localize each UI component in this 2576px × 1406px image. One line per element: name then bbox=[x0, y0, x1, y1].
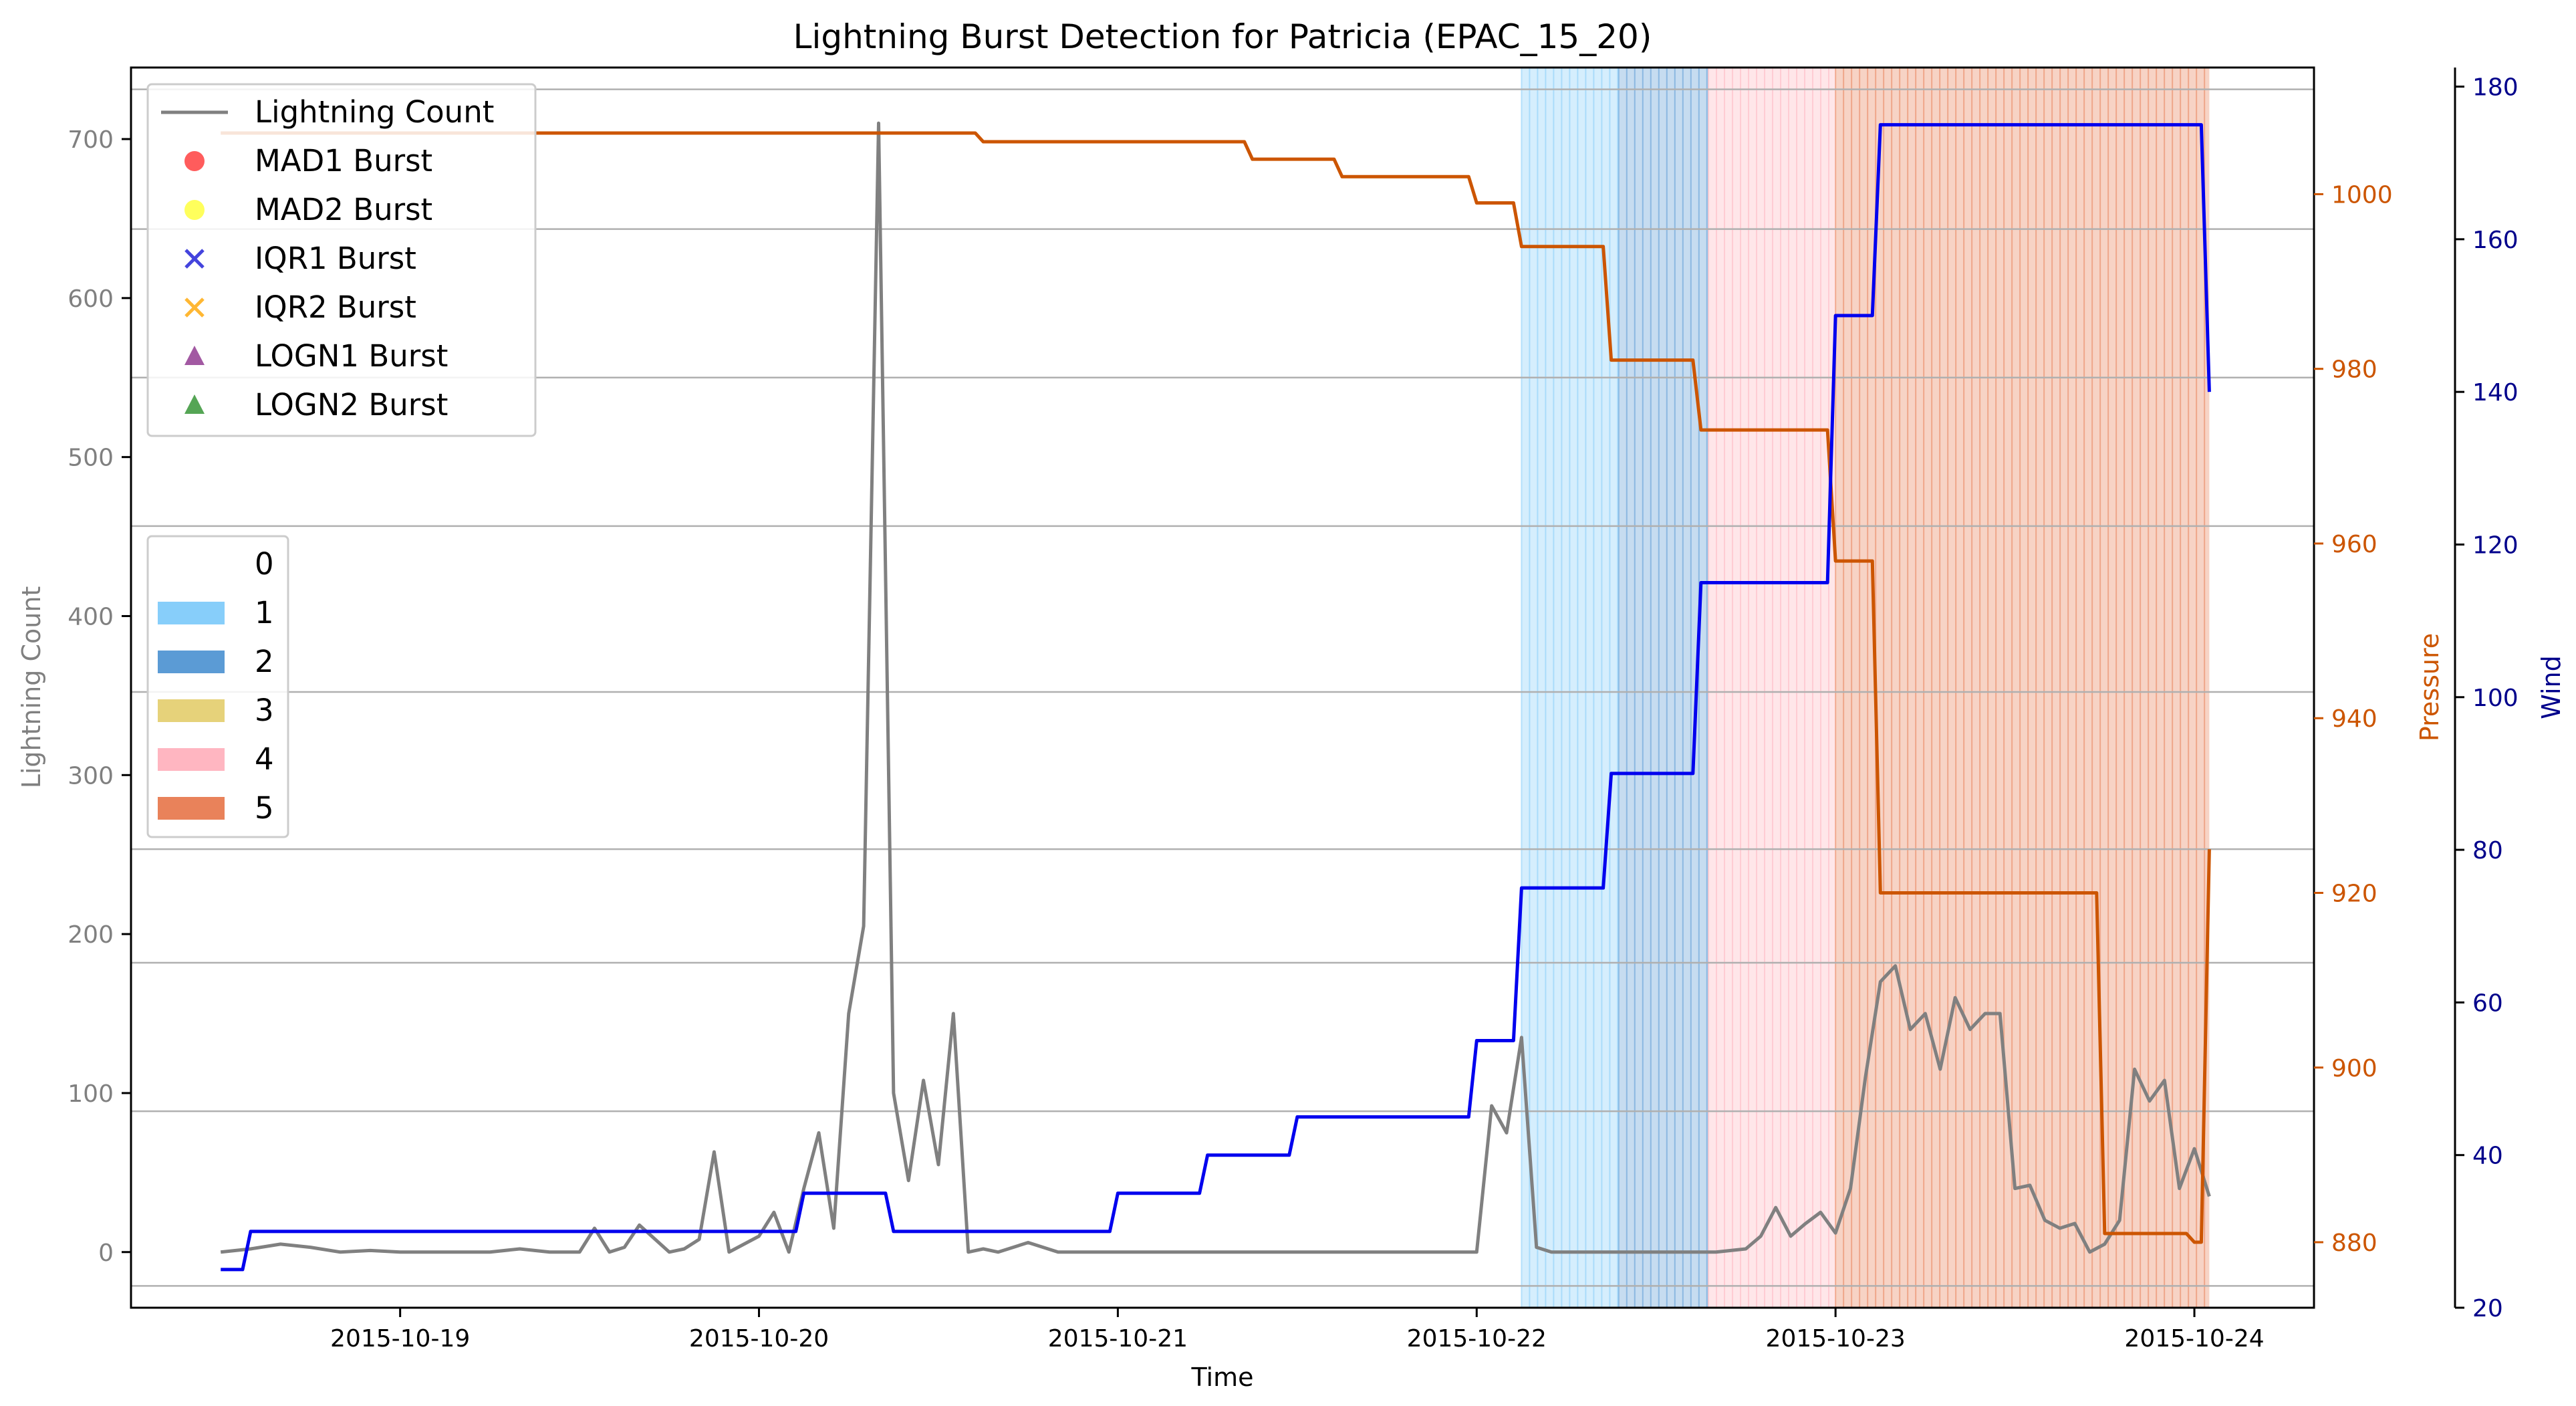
category-shading bbox=[1521, 68, 2210, 1308]
grid-lines bbox=[131, 88, 2314, 1287]
category-band-2 bbox=[1618, 68, 1709, 1308]
pressure-tick-label: 940 bbox=[2331, 705, 2377, 733]
pressure-tick-label: 1000 bbox=[2331, 181, 2393, 209]
wind-tick-label: 60 bbox=[2472, 989, 2503, 1017]
left-axis-label: Lightning Count bbox=[17, 586, 46, 789]
left-tick-label: 700 bbox=[68, 126, 114, 154]
left-tick-label: 600 bbox=[68, 285, 114, 313]
left-tick-label: 300 bbox=[68, 762, 114, 790]
left-tick-label: 0 bbox=[98, 1240, 114, 1267]
legend-triangle-marker bbox=[184, 394, 205, 414]
legend-category-label: 5 bbox=[255, 790, 274, 826]
lightning-count-line bbox=[220, 121, 2211, 1254]
x-tick-label: 2015-10-23 bbox=[1766, 1325, 1906, 1353]
legend-circle-marker bbox=[184, 151, 205, 171]
plot-frame bbox=[130, 66, 2315, 1309]
x-tick-label: 2015-10-22 bbox=[1407, 1325, 1547, 1353]
legend-series-label: IQR2 Burst bbox=[255, 289, 416, 325]
legend-category-label: 4 bbox=[255, 741, 274, 777]
legend-series: Lightning Count MAD1 Burst MAD2 Burst IQR1 … bbox=[146, 83, 537, 437]
pressure-tick-label: 880 bbox=[2331, 1229, 2377, 1257]
x-tick-label: 2015-10-19 bbox=[330, 1325, 470, 1353]
category-band-5 bbox=[1835, 68, 2210, 1308]
wind-tick-label: 80 bbox=[2472, 837, 2503, 864]
legend-category-label: 1 bbox=[255, 595, 274, 630]
legend-category-swatch bbox=[158, 699, 225, 722]
legend-triangle-marker bbox=[184, 346, 205, 365]
wind-tick-label: 100 bbox=[2472, 685, 2519, 712]
pressure-line bbox=[221, 131, 2211, 1244]
x-tick-label: 2015-10-24 bbox=[2124, 1325, 2264, 1353]
legend-category-swatch bbox=[158, 797, 225, 820]
legend-categories: 0 1 2 3 4 5 bbox=[146, 535, 289, 838]
pressure-tick-label: 980 bbox=[2331, 356, 2377, 384]
x-tick-label: 2015-10-21 bbox=[1048, 1325, 1188, 1353]
tick-marks: 2015-10-19 2015-10-20 2015-10-21 2015-10-22… bbox=[68, 74, 2518, 1353]
legend-series-box bbox=[146, 83, 537, 437]
legend-category-swatch bbox=[158, 748, 225, 771]
pressure-tick-label: 900 bbox=[2331, 1055, 2377, 1082]
legend-x-marker bbox=[184, 249, 205, 269]
wind-tick-label: 180 bbox=[2472, 74, 2519, 102]
wind-line bbox=[221, 123, 2211, 1272]
chart-title: Lightning Burst Detection for Patricia (… bbox=[793, 17, 1652, 56]
wind-tick-label: 140 bbox=[2472, 379, 2519, 406]
legend-series-label: MAD2 Burst bbox=[255, 192, 432, 227]
x-axis-label: Time bbox=[1191, 1363, 1254, 1392]
pressure-axis-label: Pressure bbox=[2415, 633, 2444, 741]
left-tick-label: 400 bbox=[68, 603, 114, 630]
wind-tick-label: 160 bbox=[2472, 227, 2519, 254]
wind-tick-label: 40 bbox=[2472, 1143, 2503, 1170]
left-tick-label: 200 bbox=[68, 921, 114, 949]
left-tick-label: 500 bbox=[68, 445, 114, 472]
legend-series-label: LOGN2 Burst bbox=[255, 387, 448, 423]
legend-category-label: 0 bbox=[255, 546, 274, 582]
pressure-tick-label: 920 bbox=[2331, 880, 2377, 907]
wind-axis-label: Wind bbox=[2537, 655, 2566, 719]
wind-tick-label: 120 bbox=[2472, 532, 2519, 559]
legend-category-label: 3 bbox=[255, 693, 274, 728]
pressure-tick-label: 960 bbox=[2331, 531, 2377, 558]
legend-series-label: MAD1 Burst bbox=[255, 143, 432, 179]
left-tick-label: 100 bbox=[68, 1080, 114, 1108]
legend-category-swatch bbox=[158, 651, 225, 673]
x-tick-label: 2015-10-20 bbox=[689, 1325, 829, 1353]
legend-circle-marker bbox=[184, 200, 205, 220]
legend-series-label: IQR1 Burst bbox=[255, 241, 416, 276]
legend-series-label: Lightning Count bbox=[255, 94, 494, 130]
legend-category-swatch bbox=[158, 553, 225, 576]
legend-x-marker bbox=[184, 298, 205, 318]
legend-category-swatch bbox=[158, 602, 225, 624]
legend-category-label: 2 bbox=[255, 644, 274, 679]
wind-tick-label: 20 bbox=[2472, 1295, 2503, 1322]
plot-series bbox=[220, 121, 2211, 1272]
legend-series-label: LOGN1 Burst bbox=[255, 338, 448, 374]
